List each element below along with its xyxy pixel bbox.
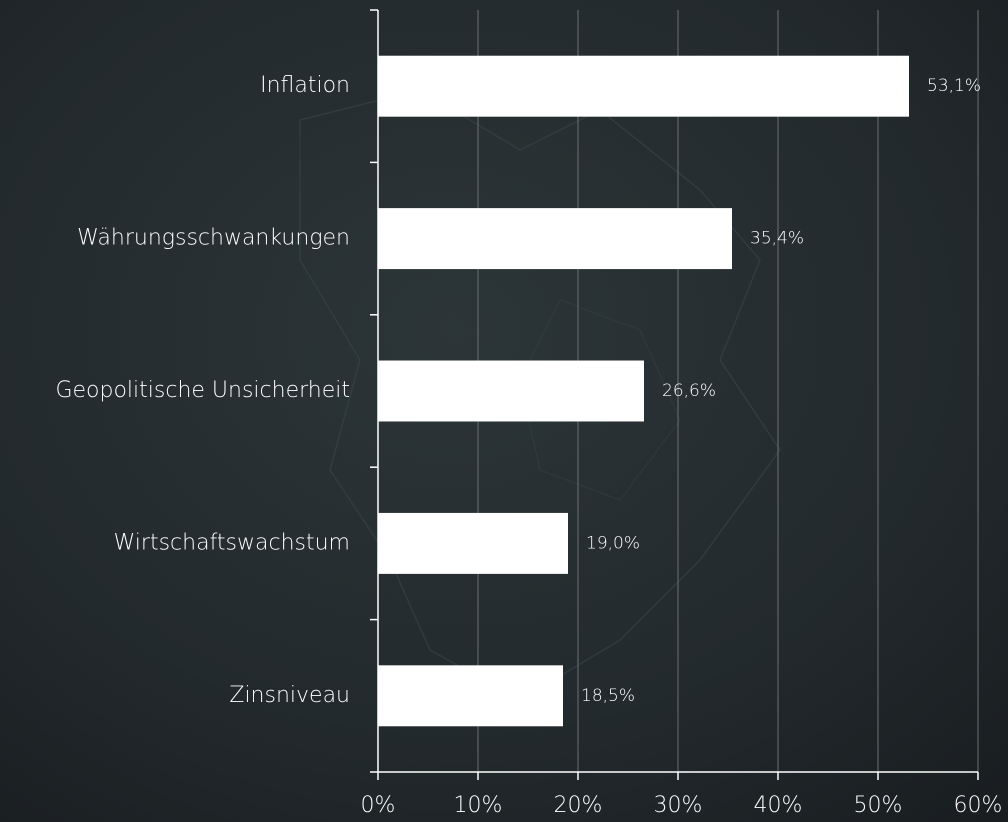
bar [378,360,644,422]
x-tick-label: 50% [854,793,903,818]
bar [378,208,732,270]
x-tick-label: 10% [454,793,503,818]
y-tick-label: Wirtschaftswachstum [114,530,350,555]
x-tick-label: 30% [654,793,703,818]
bar [378,512,568,574]
y-tick-label: Inflation [260,73,350,98]
y-tick-label: Geopolitische Unsicherheit [55,378,350,403]
x-tick-label: 60% [954,793,1003,818]
value-label: 53,1% [927,76,981,96]
bar [378,665,563,727]
bar [378,55,909,117]
x-tick-label: 40% [754,793,803,818]
x-tick-label: 0% [361,793,396,818]
value-label: 26,6% [662,381,716,401]
value-label: 35,4% [750,229,804,249]
x-tick-label: 20% [554,793,603,818]
value-label: 18,5% [581,686,635,706]
y-tick-label: Währungsschwankungen [77,226,350,251]
y-tick-label: Zinsniveau [229,683,350,708]
map-outline [299,89,781,701]
value-label: 19,0% [586,533,640,553]
